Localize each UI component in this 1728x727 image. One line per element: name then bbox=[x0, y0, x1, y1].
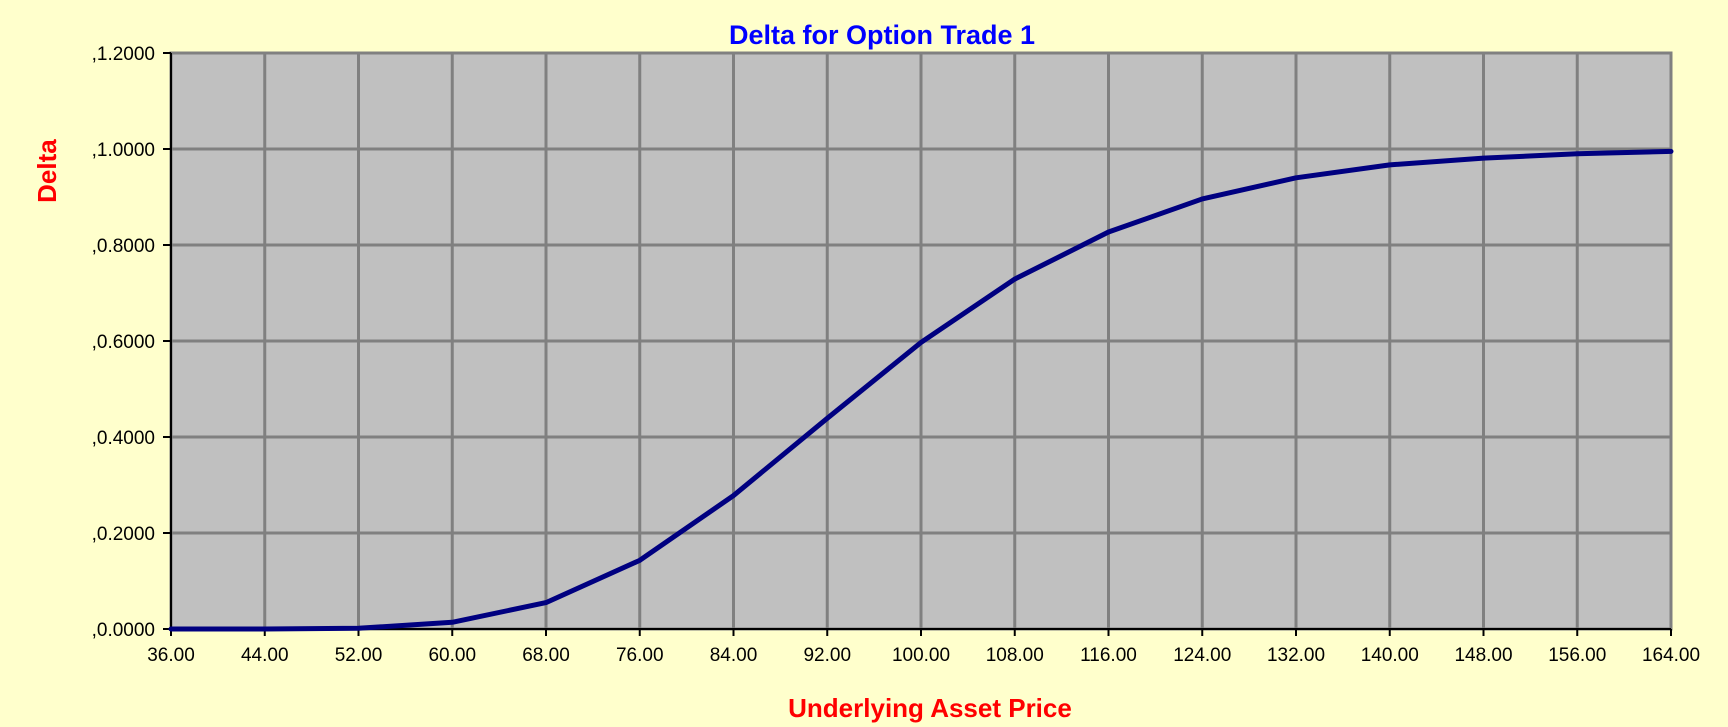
x-tick-label: 156.00 bbox=[1548, 645, 1606, 666]
series-line bbox=[168, 148, 1674, 632]
axes bbox=[163, 52, 1672, 636]
x-tick-label: 84.00 bbox=[710, 645, 758, 666]
y-tick-label: ,0.8000 bbox=[92, 236, 155, 257]
x-tick-label: 140.00 bbox=[1361, 645, 1419, 666]
x-tick-label: 52.00 bbox=[335, 645, 383, 666]
x-tick-label: 108.00 bbox=[986, 645, 1044, 666]
tick-labels: ,0.0000 ,0.2000 ,0.4000 ,0.6000 ,0.8000 ,1.00… bbox=[92, 44, 1700, 666]
x-tick-label: 116.00 bbox=[1080, 645, 1137, 666]
y-tick-label: ,1.0000 bbox=[92, 140, 155, 161]
x-tick-label: 36.00 bbox=[147, 645, 195, 666]
x-tick-label: 132.00 bbox=[1267, 645, 1325, 666]
x-tick-label: 44.00 bbox=[241, 645, 289, 666]
gridlines bbox=[171, 51, 1671, 629]
y-tick-label: ,0.4000 bbox=[92, 428, 155, 449]
x-tick-label: 68.00 bbox=[522, 645, 570, 666]
x-tick-label: 76.00 bbox=[616, 645, 664, 666]
y-axis-title: Delta bbox=[32, 139, 62, 203]
x-tick-label: 92.00 bbox=[803, 645, 851, 666]
y-tick-label: ,0.0000 bbox=[92, 620, 155, 641]
x-tick-label: 164.00 bbox=[1642, 645, 1700, 666]
y-tick-label: ,0.2000 bbox=[92, 524, 155, 545]
x-axis-title: Underlying Asset Price bbox=[788, 693, 1072, 723]
series-layer bbox=[168, 148, 1674, 632]
y-tick-label: ,1.2000 bbox=[92, 44, 155, 65]
chart-title: Delta for Option Trade 1 bbox=[729, 20, 1035, 50]
y-tick-label: ,0.6000 bbox=[92, 332, 155, 353]
x-tick-label: 100.00 bbox=[892, 645, 950, 666]
x-tick-label: 124.00 bbox=[1173, 645, 1231, 666]
x-tick-label: 148.00 bbox=[1454, 645, 1512, 666]
x-tick-label: 60.00 bbox=[428, 645, 476, 666]
